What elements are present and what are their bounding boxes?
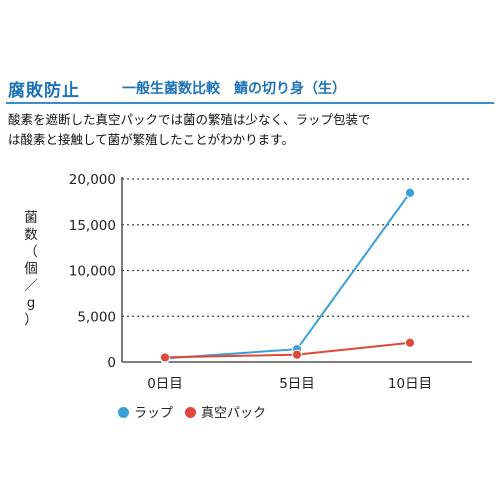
y-axis-label-char: ） xyxy=(24,312,38,328)
data-point xyxy=(404,187,416,198)
y-tick-label: 20,000 xyxy=(69,172,116,188)
page-subtitle: 一般生菌数比較 鯖の切り身（生） xyxy=(122,81,346,97)
legend-label: ラップ xyxy=(134,406,174,421)
axes xyxy=(121,177,472,363)
y-axis-label-char: g xyxy=(26,295,36,311)
legend-label: 真空パック xyxy=(201,406,267,421)
y-axis-label: 菌数（個／ g） xyxy=(22,210,40,329)
data-point xyxy=(159,352,171,363)
description-line-1: 酸素を遮断した真空パックでは菌の繁殖は少なく、ラップ包装で xyxy=(8,112,371,127)
legend-marker-icon xyxy=(185,407,197,418)
legend-item: ラップ xyxy=(118,402,173,421)
description-line-2: は酸素と接触して菌が繁殖したことがわかります。 xyxy=(8,132,294,147)
description: 酸素を遮断した真空パックでは菌の繁殖は少なく、ラップ包装で は酸素と接触して菌が… xyxy=(8,110,494,150)
y-axis-label-char: （ xyxy=(24,244,38,260)
legend: ラップ 真空パック xyxy=(118,402,278,421)
x-tick-label: 10日目 xyxy=(388,376,432,392)
series-lines xyxy=(164,192,411,360)
y-tick-label: 10,000 xyxy=(69,264,116,280)
legend-marker-icon xyxy=(118,407,129,418)
page-title: 腐敗防止 xyxy=(8,81,80,101)
x-tick-label: 5日目 xyxy=(279,376,315,392)
y-tick-label: 15,000 xyxy=(69,218,116,234)
x-tick-label: 0日目 xyxy=(147,376,183,392)
y-axis-label-char: 数 xyxy=(24,227,38,243)
legend-item: 真空パック xyxy=(185,402,266,421)
x-tick-labels: 0日目 5日目 10日目 xyxy=(147,376,432,392)
y-tick-label: 0 xyxy=(107,355,116,371)
y-axis-label-char: 個 xyxy=(24,261,38,277)
chart-header: 腐敗防止 一般生菌数比較 鯖の切り身（生） xyxy=(6,76,494,104)
data-point xyxy=(291,349,303,360)
data-point xyxy=(404,337,416,348)
grid-lines xyxy=(122,178,472,317)
series-line-1 xyxy=(164,192,411,360)
y-axis-label-char: 菌 xyxy=(24,210,38,226)
y-tick-labels: 0 5,000 10,000 15,000 20,000 xyxy=(69,172,116,371)
y-axis-label-char: ／ xyxy=(24,278,38,294)
series-points xyxy=(159,187,416,364)
y-tick-label: 5,000 xyxy=(77,309,116,325)
